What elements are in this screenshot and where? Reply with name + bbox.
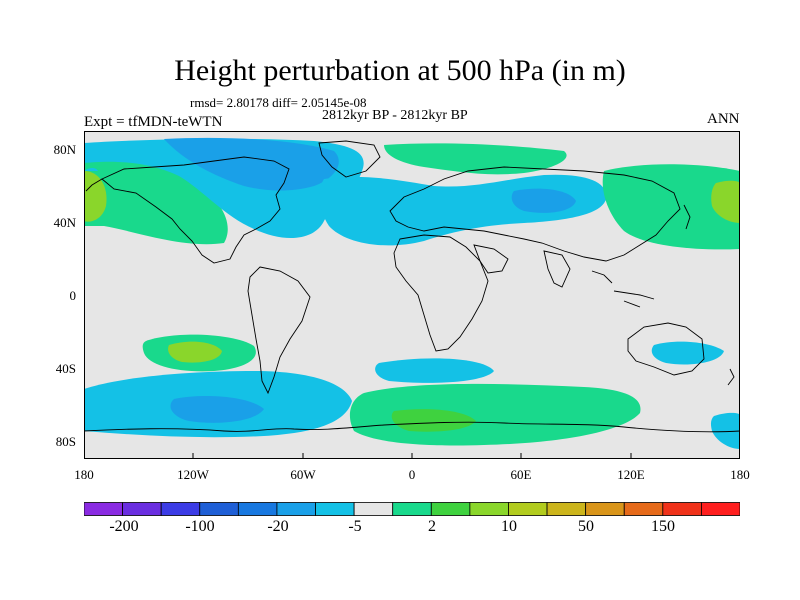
contour-east-antarctic-blue xyxy=(710,412,740,449)
colorbar xyxy=(84,502,740,516)
contour-east-asia-green xyxy=(602,164,740,250)
colorbar-label: 150 xyxy=(651,518,675,535)
colorbar-swatch xyxy=(237,502,278,516)
colorbar-swatch xyxy=(623,502,664,516)
colorbar-swatch xyxy=(508,502,548,516)
contour-canada-blue xyxy=(164,137,339,191)
lon-tick-180w: 180 xyxy=(74,467,94,482)
colorbar-swatch xyxy=(122,502,162,516)
colorbar-swatch xyxy=(315,502,355,516)
colorbar-label: 50 xyxy=(578,518,594,535)
lat-tick-0: 0 xyxy=(69,288,77,303)
contour-west-blue-small xyxy=(84,168,98,171)
lon-tick-0: 0 xyxy=(408,467,416,482)
colorbar-swatch xyxy=(546,502,587,516)
coastlines xyxy=(84,140,740,433)
contour-map xyxy=(84,131,740,459)
contour-australia-blue xyxy=(651,341,724,365)
lon-tick-120w: 120W xyxy=(177,467,209,482)
lon-tick-60w: 60W xyxy=(290,467,316,482)
contour-eurasia-green xyxy=(384,143,567,175)
colorbar-swatch xyxy=(701,502,740,516)
lon-tick-180e: 180 xyxy=(730,467,750,482)
lon-tick-60e: 60E xyxy=(510,467,532,482)
lat-tick-40n: 40N xyxy=(53,215,76,230)
colorbar-swatch xyxy=(160,502,201,516)
contour-antarctic-lime xyxy=(391,409,476,432)
colorbar-swatch xyxy=(469,502,509,516)
contour-north-pacific-green xyxy=(84,156,228,245)
axis-ticks xyxy=(192,453,632,459)
colorbar-swatch xyxy=(430,502,471,516)
colorbar-label: -100 xyxy=(185,518,215,535)
colorbar-swatch xyxy=(199,502,239,516)
colorbar-swatch xyxy=(662,502,702,516)
lon-tick-120e: 120E xyxy=(617,467,645,482)
contour-south-pacific-lime xyxy=(168,341,222,363)
season-label: ANN xyxy=(707,111,740,127)
lat-tick-80n: 80N xyxy=(53,142,76,157)
map-title: Height perturbation at 500 hPa (in m) xyxy=(174,54,626,87)
colorbar-swatch xyxy=(392,502,432,516)
contour-east-asia-lime xyxy=(711,180,740,223)
colorbar-swatch xyxy=(276,502,316,516)
contour-south-atlantic-blue xyxy=(375,358,494,383)
colorbar-swatch xyxy=(585,502,625,516)
colorbar-label: -200 xyxy=(109,518,139,535)
colorbar-label: 2 xyxy=(428,518,436,535)
period-line: 2812kyr BP - 2812kyr BP xyxy=(322,108,468,123)
colorbar-label: -5 xyxy=(348,518,362,535)
colorbar-swatch xyxy=(353,502,394,516)
contour-eurasia-blue-core xyxy=(511,188,576,213)
lat-tick-80s: 80S xyxy=(55,434,76,449)
colorbar-label: -20 xyxy=(267,518,289,535)
contour-north-pacific-lime xyxy=(84,171,107,222)
stats-line: rmsd= 2.80178 diff= 2.05145e-08 xyxy=(190,95,367,110)
colorbar-label: 10 xyxy=(501,518,517,535)
colorbar-swatch xyxy=(84,502,123,516)
contour-southern-blue-core xyxy=(170,396,264,423)
experiment-label: Expt = tfMDN-teWTN xyxy=(84,114,223,130)
lat-tick-40s: 40S xyxy=(55,361,76,376)
